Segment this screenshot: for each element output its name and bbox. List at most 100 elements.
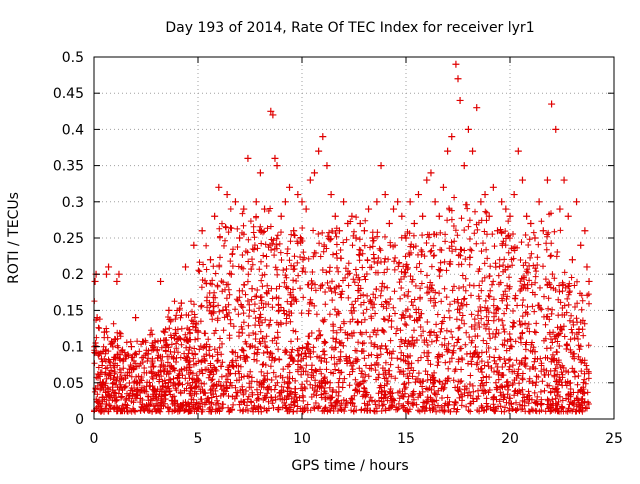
data-point: [543, 176, 551, 184]
data-point: [356, 220, 364, 228]
data-point: [427, 169, 435, 177]
data-point: [140, 386, 148, 394]
data-point: [564, 212, 572, 220]
data-point: [240, 205, 248, 213]
chart-title: Day 193 of 2014, Rate Of TEC Index for r…: [165, 20, 534, 36]
data-point: [531, 234, 539, 242]
data-point: [381, 191, 389, 199]
data-point: [523, 212, 531, 220]
data-point: [194, 328, 202, 336]
data-point: [319, 133, 327, 141]
y-tick-label: 0.35: [53, 159, 84, 175]
y-tick-label: 0.25: [53, 231, 84, 247]
data-point: [394, 198, 402, 206]
data-point: [535, 198, 543, 206]
x-tick-label: 5: [194, 431, 203, 447]
data-point: [157, 277, 165, 285]
data-point: [111, 335, 119, 343]
data-point: [452, 60, 460, 68]
data-point: [302, 205, 310, 213]
data-point: [186, 357, 194, 365]
x-tick-label: 10: [293, 431, 311, 447]
x-tick-label: 20: [501, 431, 519, 447]
data-point: [252, 198, 260, 206]
data-point: [161, 328, 169, 336]
data-point: [454, 75, 462, 83]
data-point: [552, 125, 560, 133]
data-point: [448, 133, 456, 141]
data-point: [227, 270, 235, 278]
data-point: [373, 198, 381, 206]
data-point: [560, 176, 568, 184]
data-point: [406, 198, 414, 206]
data-point: [340, 198, 348, 206]
data-point: [119, 357, 127, 365]
data-point: [121, 401, 129, 409]
data-point: [294, 191, 302, 199]
data-point: [402, 234, 410, 242]
y-tick-label: 0.45: [53, 86, 84, 102]
data-point: [327, 191, 335, 199]
data-point: [98, 393, 106, 401]
data-point: [177, 299, 185, 307]
data-point: [206, 256, 214, 264]
data-point: [91, 277, 99, 285]
data-point: [127, 343, 135, 351]
data-point: [585, 277, 593, 285]
data-point: [348, 212, 356, 220]
data-point: [344, 220, 352, 228]
data-point: [419, 212, 427, 220]
data-point: [315, 147, 323, 155]
data-point: [577, 241, 585, 249]
x-axis-ticks: 0 5 10 15 20 25: [90, 57, 623, 447]
data-point: [144, 350, 152, 358]
data-point: [539, 227, 547, 235]
data-point: [510, 191, 518, 199]
data-point: [248, 285, 256, 293]
data-point: [310, 169, 318, 177]
data-point: [105, 263, 113, 271]
data-point: [169, 364, 177, 372]
data-point: [335, 227, 343, 235]
y-tick-label: 0.2: [62, 267, 84, 283]
data-point: [115, 270, 123, 278]
data-point: [398, 212, 406, 220]
data-point: [360, 227, 368, 235]
data-point: [244, 154, 252, 162]
x-tick-label: 15: [397, 431, 415, 447]
data-point: [377, 162, 385, 170]
data-point: [385, 220, 393, 228]
data-point: [365, 205, 373, 213]
data-point: [298, 198, 306, 206]
data-point: [100, 328, 108, 336]
data-point: [435, 212, 443, 220]
data-point: [464, 125, 472, 133]
data-point: [423, 176, 431, 184]
data-point: [152, 372, 160, 380]
data-point: [477, 198, 485, 206]
data-point: [306, 176, 314, 184]
data-point: [573, 198, 581, 206]
data-point: [485, 212, 493, 220]
data-point: [173, 335, 181, 343]
data-point: [148, 357, 156, 365]
data-point: [460, 162, 468, 170]
y-tick-label: 0.5: [62, 50, 84, 66]
data-point: [414, 191, 422, 199]
data-point: [518, 176, 526, 184]
data-point: [369, 234, 377, 242]
data-cloud: [91, 194, 592, 415]
data-point: [215, 183, 223, 191]
data-point: [267, 107, 275, 115]
data-point: [165, 306, 173, 314]
data-point: [410, 220, 418, 228]
data-point: [190, 241, 198, 249]
data-point: [514, 147, 522, 155]
data-point: [581, 227, 589, 235]
data-point: [219, 306, 227, 314]
data-point: [498, 198, 506, 206]
data-point: [502, 205, 510, 213]
data-point: [231, 198, 239, 206]
data-point: [494, 227, 502, 235]
